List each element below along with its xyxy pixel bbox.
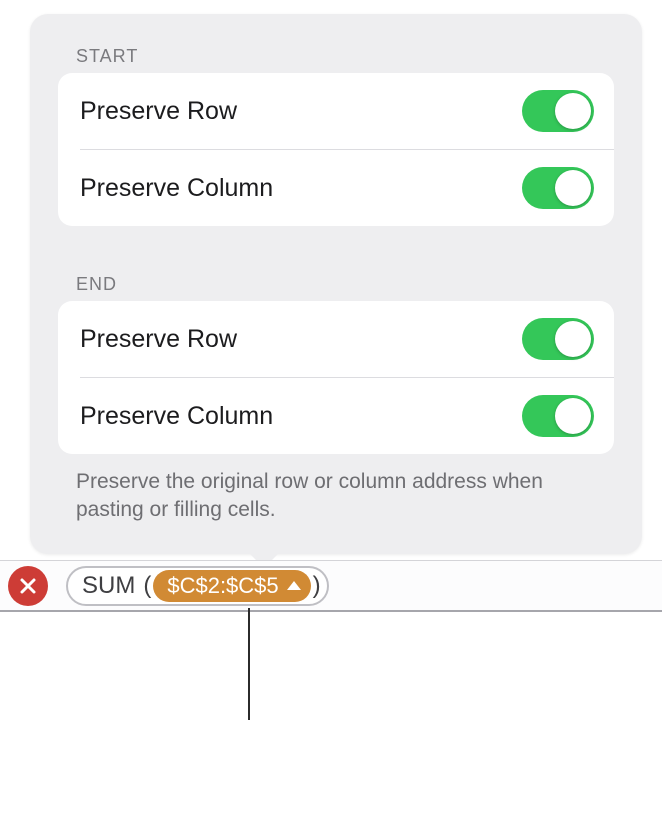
- row-label: Preserve Column: [80, 174, 273, 203]
- end-preserve-column: Preserve Column: [58, 378, 614, 454]
- close-button[interactable]: [8, 566, 48, 606]
- formula-token[interactable]: SUM ( $C$2:$C$5 ): [66, 566, 329, 606]
- helper-text: Preserve the original row or column addr…: [76, 468, 606, 525]
- section-header-start: START: [76, 46, 614, 67]
- start-preserve-row: Preserve Row: [58, 73, 614, 149]
- end-group: Preserve Row Preserve Column: [58, 301, 614, 454]
- close-icon: [19, 577, 37, 595]
- toggle-end-preserve-column[interactable]: [522, 395, 594, 437]
- end-preserve-row: Preserve Row: [58, 301, 614, 377]
- row-label: Preserve Row: [80, 97, 237, 126]
- function-name: SUM: [82, 572, 135, 600]
- formula-bar: SUM ( $C$2:$C$5 ): [0, 560, 662, 612]
- cell-reference-pill[interactable]: $C$2:$C$5: [153, 570, 310, 602]
- toggle-end-preserve-row[interactable]: [522, 318, 594, 360]
- cell-reference-text: $C$2:$C$5: [167, 573, 278, 599]
- toggle-start-preserve-row[interactable]: [522, 90, 594, 132]
- section-header-end: END: [76, 274, 614, 295]
- toggle-start-preserve-column[interactable]: [522, 167, 594, 209]
- row-label: Preserve Column: [80, 402, 273, 431]
- callout-line: [248, 608, 250, 720]
- row-label: Preserve Row: [80, 325, 237, 354]
- chevron-up-icon: [287, 581, 301, 590]
- open-paren: (: [143, 572, 151, 600]
- start-preserve-column: Preserve Column: [58, 150, 614, 226]
- close-paren: ): [313, 572, 321, 600]
- reference-options-popover: START Preserve Row Preserve Column END P…: [30, 14, 642, 554]
- start-group: Preserve Row Preserve Column: [58, 73, 614, 226]
